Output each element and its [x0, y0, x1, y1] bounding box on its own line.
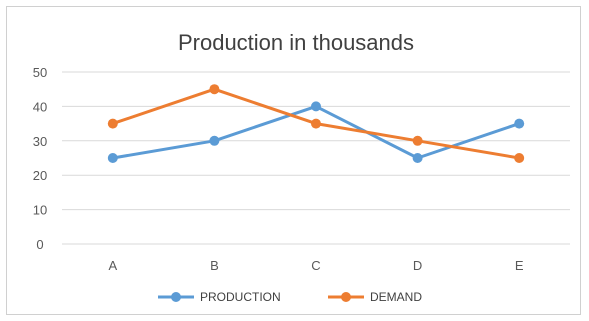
y-tick-label: 10 [33, 203, 47, 218]
x-axis-ticks: A B C D E [108, 258, 523, 273]
x-tick-label: C [311, 258, 320, 273]
series-demand [107, 84, 525, 163]
legend: PRODUCTION DEMAND [158, 290, 422, 304]
legend-swatch-marker [341, 292, 351, 302]
data-point-production-e [514, 118, 525, 129]
series-layer [107, 84, 525, 163]
x-tick-label: D [413, 258, 422, 273]
series-production [107, 101, 525, 163]
chart-frame [6, 6, 581, 315]
x-tick-label: E [515, 258, 524, 273]
chart-title: Production in thousands [178, 30, 414, 55]
y-tick-label: 30 [33, 134, 47, 149]
data-point-production-d [412, 153, 423, 163]
legend-item-demand: DEMAND [328, 290, 422, 304]
legend-label: PRODUCTION [200, 290, 281, 304]
y-tick-label: 20 [33, 168, 47, 183]
data-point-demand-e [514, 153, 525, 163]
data-point-demand-d [412, 135, 423, 146]
data-point-production-b [209, 135, 220, 146]
data-point-demand-a [107, 118, 118, 129]
legend-label: DEMAND [370, 290, 422, 304]
y-tick-label: 0 [36, 237, 43, 252]
legend-item-production: PRODUCTION [158, 290, 281, 304]
y-tick-label: 40 [33, 99, 47, 114]
y-axis-ticks: 0 10 20 30 40 50 [33, 65, 47, 252]
series-line-production [111, 104, 521, 160]
data-point-production-c [311, 101, 321, 112]
gridlines [62, 71, 570, 245]
data-point-production-a [107, 153, 118, 163]
data-point-demand-c [311, 118, 321, 129]
x-tick-label: B [210, 258, 219, 273]
x-tick-label: A [108, 258, 117, 273]
y-tick-label: 50 [33, 65, 47, 80]
data-point-demand-b [209, 84, 220, 95]
legend-swatch-marker [171, 292, 181, 302]
